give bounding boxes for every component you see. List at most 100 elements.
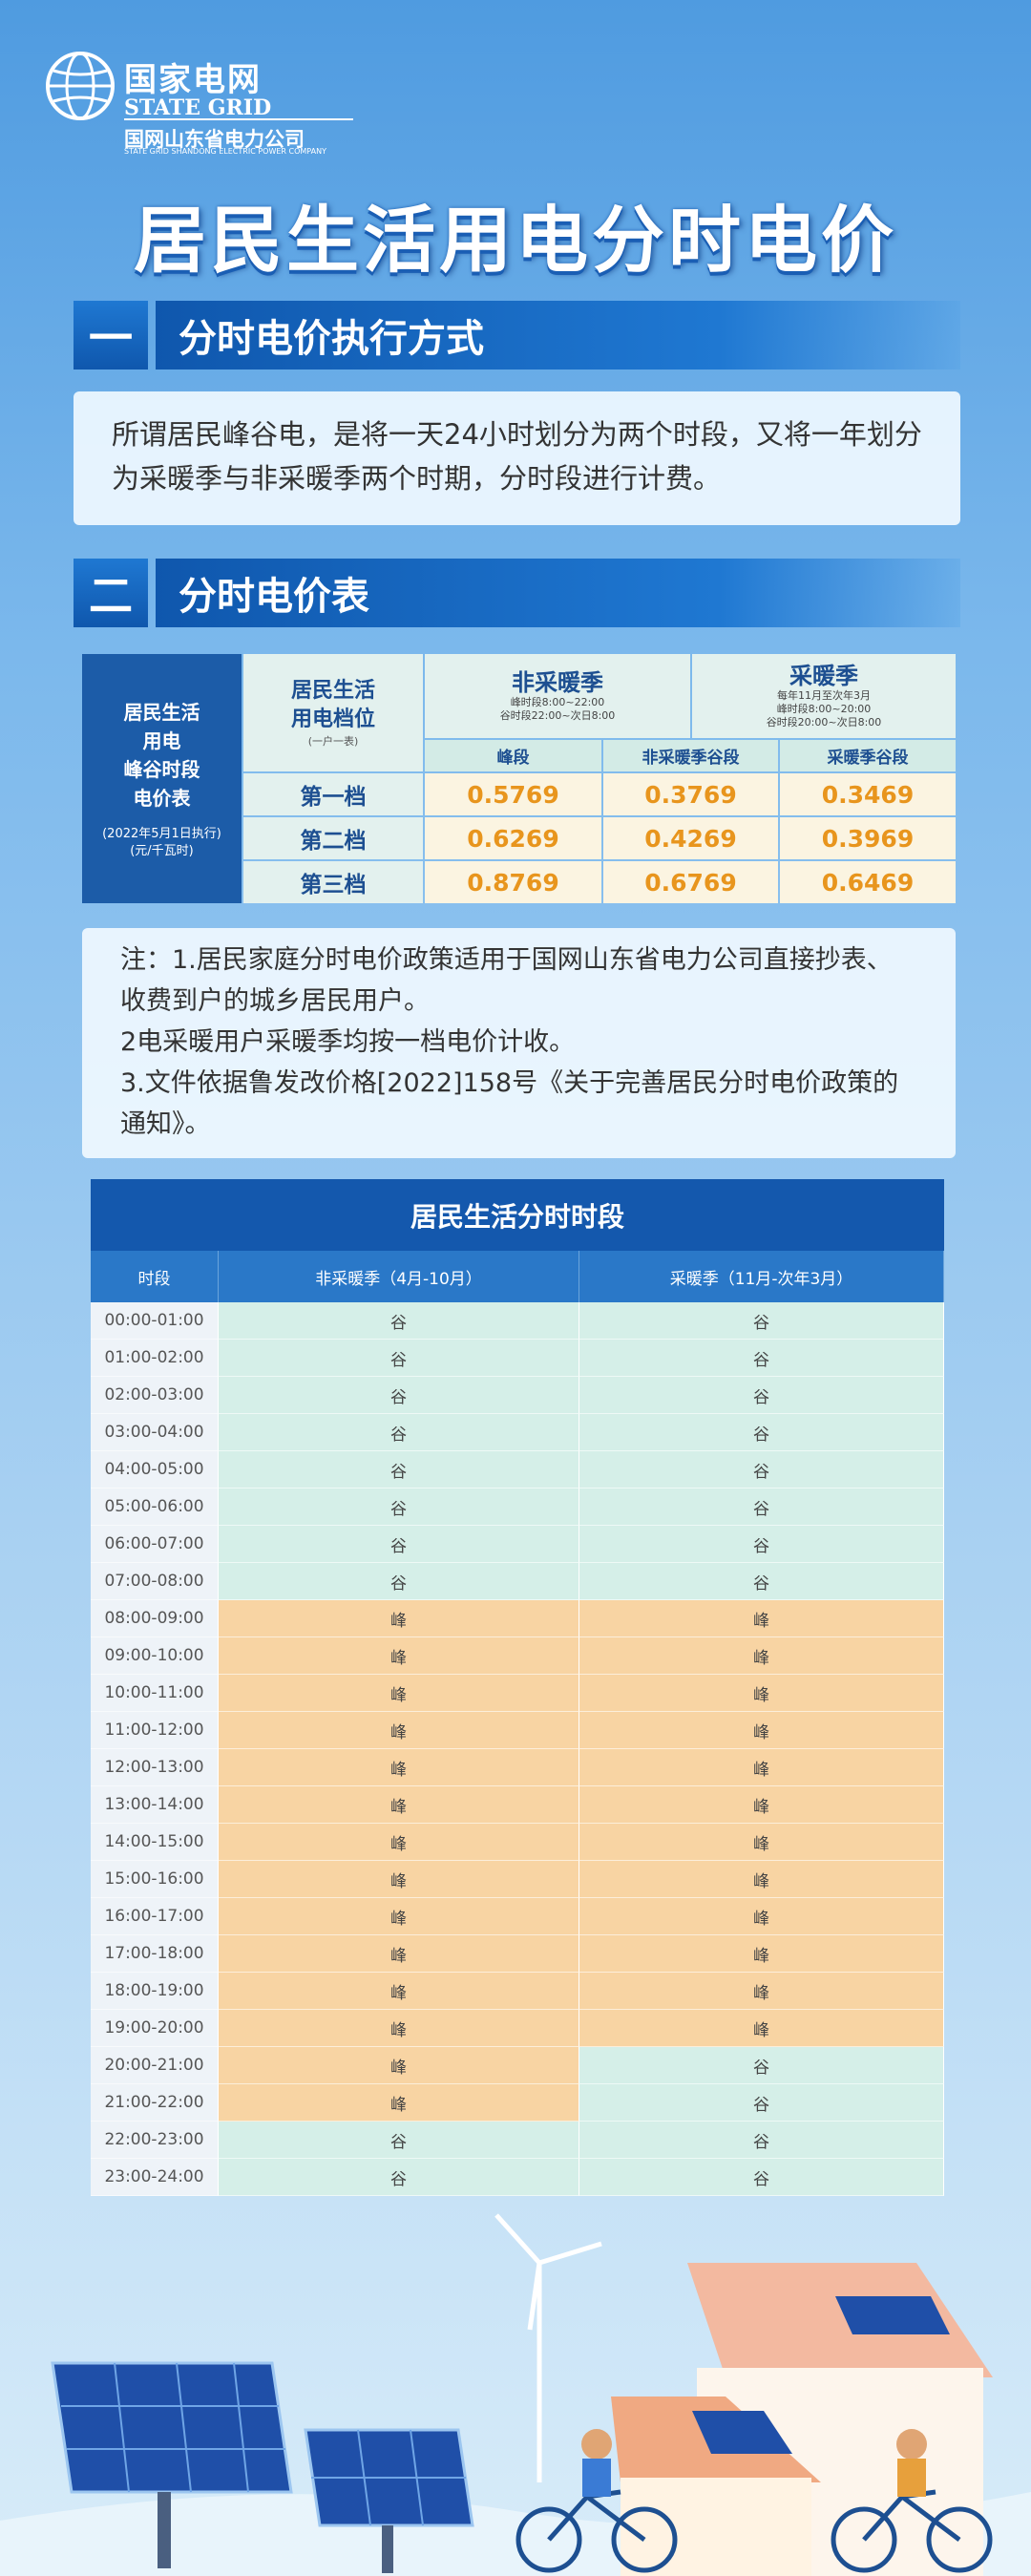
column-header: 采暖季谷段 xyxy=(780,740,956,771)
period-type: 峰 xyxy=(579,1786,944,1824)
price: 0.6269 xyxy=(425,817,601,859)
period-row: 04:00-05:00 谷谷 xyxy=(91,1451,944,1489)
side-label-line: 用电 xyxy=(142,728,181,752)
period-type: 峰 xyxy=(579,1861,944,1898)
period-row: 13:00-14:00 峰峰 xyxy=(91,1786,944,1824)
time-slot: 12:00-13:00 xyxy=(91,1749,219,1786)
period-type: 峰 xyxy=(579,1637,944,1675)
period-type: 谷 xyxy=(219,1340,579,1377)
period-type: 峰 xyxy=(219,2047,579,2084)
period-type: 峰 xyxy=(579,1600,944,1637)
logo-cn: 国家电网 xyxy=(124,61,262,99)
period-type: 峰 xyxy=(579,1824,944,1861)
period-row: 00:00-01:00 谷谷 xyxy=(91,1302,944,1340)
time-slot: 22:00-23:00 xyxy=(91,2122,219,2159)
period-row: 08:00-09:00 峰峰 xyxy=(91,1600,944,1637)
time-slot: 15:00-16:00 xyxy=(91,1861,219,1898)
time-slot: 07:00-08:00 xyxy=(91,1563,219,1600)
logo-en: STATE GRID xyxy=(124,95,272,120)
price: 0.6769 xyxy=(603,861,778,903)
period-row: 03:00-04:00 谷谷 xyxy=(91,1414,944,1451)
period-type: 谷 xyxy=(579,1526,944,1563)
price: 0.8769 xyxy=(425,861,601,903)
period-header: 采暖季（11月-次年3月） xyxy=(579,1251,944,1302)
period-type: 谷 xyxy=(579,1414,944,1451)
price: 0.3469 xyxy=(780,773,956,815)
period-type: 峰 xyxy=(579,1973,944,2010)
house xyxy=(611,2263,993,2576)
period-type: 谷 xyxy=(579,1451,944,1489)
period-type: 峰 xyxy=(579,1675,944,1712)
time-slot: 17:00-18:00 xyxy=(91,1935,219,1973)
period-type: 峰 xyxy=(579,1935,944,1973)
period-type: 峰 xyxy=(219,1786,579,1824)
tier-header-line: 居民生活 xyxy=(290,678,375,703)
period-table: 居民生活分时时段 时段 非采暖季（4月-10月） 采暖季（11月-次年3月） 0… xyxy=(91,1179,944,2196)
period-row: 09:00-10:00 峰峰 xyxy=(91,1637,944,1675)
note: 注：1.居民家庭分时电价政策适用于国网山东省电力公司直接抄表、收费到户的城乡居民… xyxy=(120,945,893,1016)
period-row: 16:00-17:00 峰峰 xyxy=(91,1898,944,1935)
time-slot: 11:00-12:00 xyxy=(91,1712,219,1749)
time-slot: 09:00-10:00 xyxy=(91,1637,219,1675)
time-slot: 16:00-17:00 xyxy=(91,1898,219,1935)
period-type: 谷 xyxy=(219,1451,579,1489)
price: 0.3769 xyxy=(603,773,778,815)
period-type: 峰 xyxy=(219,1861,579,1898)
period-type: 峰 xyxy=(219,1824,579,1861)
period-type: 峰 xyxy=(219,1973,579,2010)
period-type: 谷 xyxy=(579,1489,944,1526)
period-type: 谷 xyxy=(219,2159,579,2196)
notes-card: 注：1.居民家庭分时电价政策适用于国网山东省电力公司直接抄表、收费到户的城乡居民… xyxy=(82,928,956,1158)
note: 3.文件依据鲁发改价格[2022]158号《关于完善居民分时电价政策的通知》。 xyxy=(120,1068,899,1139)
period-type: 谷 xyxy=(219,1489,579,1526)
time-slot: 03:00-04:00 xyxy=(91,1414,219,1451)
section-body: 所谓居民峰谷电，是将一天24小时划分为两个时段，又将一年划分为采暖季与非采暖季两… xyxy=(74,391,960,525)
period-header: 非采暖季（4月-10月） xyxy=(219,1251,579,1302)
period-type: 谷 xyxy=(219,1563,579,1600)
period-type: 谷 xyxy=(219,1377,579,1414)
period-type: 峰 xyxy=(579,1712,944,1749)
period-type: 峰 xyxy=(219,1898,579,1935)
period-row: 19:00-20:00 峰峰 xyxy=(91,2010,944,2047)
time-slot: 20:00-21:00 xyxy=(91,2047,219,2084)
section-title: 分时电价表 xyxy=(156,559,960,627)
period-type: 峰 xyxy=(579,1749,944,1786)
side-label-line: 居民生活 xyxy=(123,700,200,724)
tier-label: 第二档 xyxy=(243,817,423,859)
period-type: 峰 xyxy=(579,2010,944,2047)
time-slot: 00:00-01:00 xyxy=(91,1302,219,1340)
price: 0.6469 xyxy=(780,861,956,903)
period-type: 峰 xyxy=(219,1712,579,1749)
period-type: 谷 xyxy=(579,1377,944,1414)
period-row: 20:00-21:00 峰谷 xyxy=(91,2047,944,2084)
period-row: 18:00-19:00 峰峰 xyxy=(91,1973,944,2010)
period-table-title: 居民生活分时时段 xyxy=(91,1179,944,1251)
time-slot: 21:00-22:00 xyxy=(91,2084,219,2122)
period-type: 峰 xyxy=(219,1600,579,1637)
period-row: 11:00-12:00 峰峰 xyxy=(91,1712,944,1749)
tier-label: 第三档 xyxy=(243,861,423,903)
period-row: 14:00-15:00 峰峰 xyxy=(91,1824,944,1861)
side-label-line: 电价表 xyxy=(133,786,191,810)
time-slot: 01:00-02:00 xyxy=(91,1340,219,1377)
side-note: (2022年5月1日执行) xyxy=(102,826,221,841)
period-type: 峰 xyxy=(219,1637,579,1675)
time-slot: 13:00-14:00 xyxy=(91,1786,219,1824)
period-row: 06:00-07:00 谷谷 xyxy=(91,1526,944,1563)
time-slot: 19:00-20:00 xyxy=(91,2010,219,2047)
section-number: 二 xyxy=(74,559,148,627)
period-type: 峰 xyxy=(219,1675,579,1712)
time-slot: 04:00-05:00 xyxy=(91,1451,219,1489)
period-type: 谷 xyxy=(219,1302,579,1340)
scenery xyxy=(0,2213,1031,2576)
price: 0.4269 xyxy=(603,817,778,859)
tier-header-note: (一户一表) xyxy=(307,734,359,748)
time-slot: 02:00-03:00 xyxy=(91,1377,219,1414)
period-type: 峰 xyxy=(579,1898,944,1935)
time-slot: 10:00-11:00 xyxy=(91,1675,219,1712)
period-row: 17:00-18:00 峰峰 xyxy=(91,1935,944,1973)
period-type: 谷 xyxy=(579,1563,944,1600)
time-slot: 23:00-24:00 xyxy=(91,2159,219,2196)
period-header: 时段 xyxy=(91,1251,219,1302)
